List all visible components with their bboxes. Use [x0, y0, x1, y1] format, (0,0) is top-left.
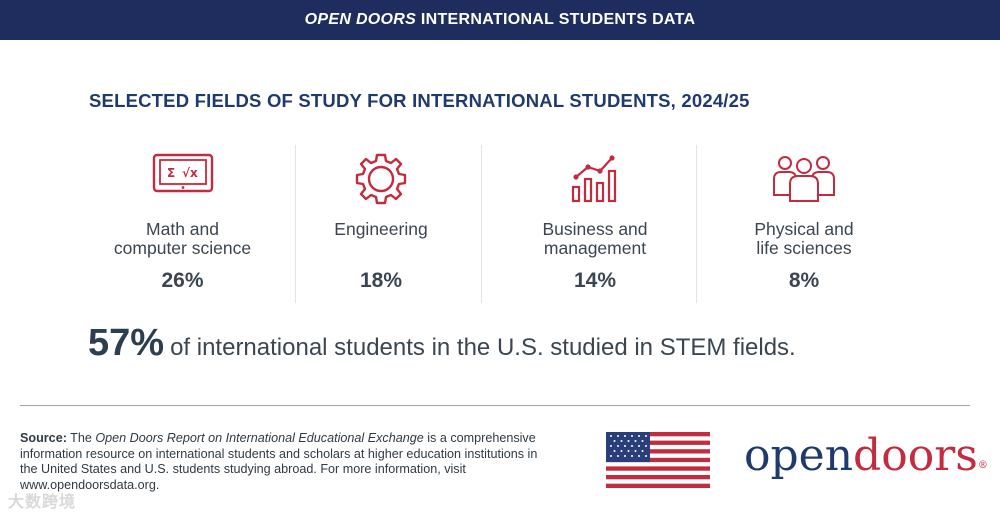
stat-percent: 18% [359, 269, 403, 292]
stat-business: Business and management 14% [492, 145, 698, 305]
stat-percent: 26% [161, 269, 204, 292]
divider [295, 145, 296, 303]
page-title: SELECTED FIELDS OF STUDY FOR INTERNATION… [89, 90, 750, 111]
bar-chart-icon [567, 153, 623, 210]
logo-registered: ® [977, 460, 988, 471]
stat-percent: 14% [573, 269, 617, 292]
stat-label: Physical and life sciences [710, 220, 898, 258]
stat-label-line: Business and [542, 219, 648, 239]
source-post: is a comprehensive information resource … [20, 431, 538, 492]
stat-label-line: Engineering [334, 219, 428, 239]
source-note: Source: The Open Doors Report on Interna… [20, 431, 540, 493]
header-title-italic: OPEN DOORS [304, 11, 417, 28]
logo-open: open [744, 430, 854, 481]
headline-percent: 57% [88, 322, 165, 364]
stat-math-cs: Σ √x Math and computer science 26% [80, 145, 285, 305]
laptop-formula-icon: Σ √x [152, 153, 214, 204]
stat-label-line: Math and [146, 219, 219, 239]
divider [696, 145, 697, 303]
field-stats: Σ √x Math and computer science 26% Engin… [80, 145, 920, 305]
stat-label-line: life sciences [756, 238, 852, 258]
svg-text:√x: √x [182, 166, 198, 180]
gear-icon [355, 153, 407, 210]
stem-headline: 57% of international students in the U.S.… [88, 322, 796, 365]
us-flag-icon [606, 432, 710, 493]
watermark: 大数跨境 [8, 494, 77, 511]
svg-text:Σ: Σ [167, 166, 175, 180]
source-report: Open Doors Report on International Educa… [95, 431, 424, 445]
divider [481, 145, 482, 303]
header-bar: OPEN DOORS INTERNATIONAL STUDENTS DATA [0, 0, 1000, 40]
logo-doors: doors [853, 430, 978, 481]
stat-label: Business and management [492, 220, 698, 258]
source-label: Source: [20, 431, 67, 445]
stat-percent: 8% [788, 269, 820, 292]
footer-divider [20, 405, 970, 406]
stat-label-line: Physical and [754, 219, 854, 239]
header-title-rest: INTERNATIONAL STUDENTS DATA [416, 11, 696, 28]
stat-engineering: Engineering 18% [298, 145, 464, 305]
stat-label-line: computer science [113, 238, 252, 258]
headline-text: of international students in the U.S. st… [170, 334, 796, 361]
stat-label-line: management [543, 238, 647, 258]
stat-label: Math and computer science [80, 220, 285, 258]
source-pre: The [66, 431, 96, 445]
people-group-icon [771, 153, 837, 208]
opendoors-logo: opendoors® [744, 430, 988, 482]
stat-label: Engineering [298, 220, 464, 239]
stat-sciences: Physical and life sciences 8% [710, 145, 898, 305]
